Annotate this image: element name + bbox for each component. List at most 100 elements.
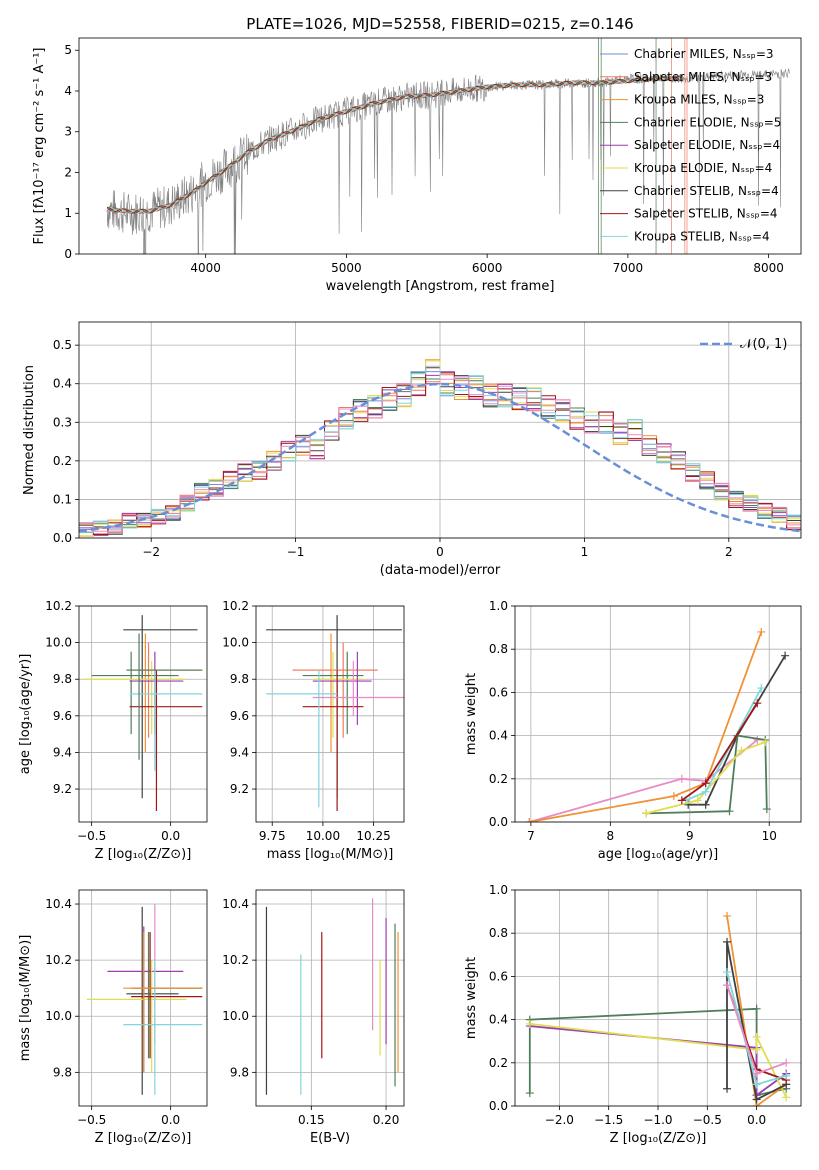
y-tick-label: 9.6 [53, 709, 72, 723]
weight-line [726, 941, 787, 1101]
y-tick-label: 9.8 [53, 1065, 72, 1079]
y-tick-label: 10.0 [45, 1009, 72, 1023]
panel-mass_vs_Z: −0.5 0.0 9.8 10.0 10.2 10.4 Z [log₁₀(Z/Z⊙)] mas… [18, 889, 208, 1146]
x-tick-label: −0.5 [77, 829, 106, 843]
y-tick-label: 10.0 [45, 636, 72, 650]
y-axis-label: mass weight [464, 673, 479, 755]
plot-area-age_vs_mass [266, 615, 404, 812]
legend-label: Kroupa MILES, Nₛₛₚ=3 [634, 93, 764, 107]
x-tick-label: −1.5 [594, 1113, 623, 1127]
x-axis-label: Z [log₁₀(Z/Z⊙)] [610, 1131, 707, 1146]
x-tick-label: 6000 [472, 261, 503, 275]
y-tick-label: 10.4 [222, 897, 249, 911]
weight-marker [693, 796, 702, 805]
y-tick-label: 0.0 [489, 815, 508, 829]
y-tick-label: 9.2 [230, 782, 249, 796]
weight-marker [761, 738, 770, 747]
weight-marker [669, 792, 678, 801]
histogram-step [79, 374, 801, 535]
y-tick-label: 10.2 [222, 953, 249, 967]
y-tick-label: 0.4 [489, 1013, 508, 1027]
gaussian-curve [79, 382, 801, 533]
y-tick-label: 0.4 [53, 377, 72, 391]
y-tick-label: 0.8 [489, 926, 508, 940]
y-axis-label: Normed distribution [22, 365, 37, 495]
weight-line [529, 631, 763, 822]
plot-area-mass_vs_Z [86, 904, 203, 1095]
y-tick-label: 5 [64, 43, 72, 57]
y-axis-label: Flux [fλ10⁻¹⁷ erg cm⁻² s⁻¹ A⁻¹] [32, 48, 47, 245]
weight-marker [752, 1095, 761, 1104]
y-tick-label: 1.0 [489, 883, 508, 897]
legend-label: Chabrier MILES, Nₛₛₚ=3 [634, 47, 774, 61]
x-tick-label: −0.5 [693, 1113, 722, 1127]
x-tick-label: 0.15 [298, 1113, 325, 1127]
plot-area-weight_vs_age [525, 627, 790, 822]
x-tick-label: 0.0 [747, 1113, 766, 1127]
weight-marker [723, 937, 732, 946]
y-tick-label: 4 [64, 84, 72, 98]
axes-frame [514, 889, 802, 1107]
x-tick-label: 4000 [190, 261, 221, 275]
model-line [106, 76, 684, 214]
y-tick-label: 10.0 [222, 1009, 249, 1023]
x-tick-label: 0.0 [161, 829, 180, 843]
spectrum-data-line [106, 68, 790, 254]
legend-label: Chabrier ELODIE, Nₛₛₚ=5 [634, 115, 781, 129]
weight-marker [782, 1071, 791, 1080]
y-tick-label: 10.4 [45, 897, 72, 911]
x-tick-label: 0.20 [373, 1113, 400, 1127]
weight-marker [753, 699, 762, 708]
figure-title: PLATE=1026, MJD=52558, FIBERID=0215, z=0… [246, 15, 633, 33]
weight-marker [723, 1084, 732, 1093]
y-axis-label: mass weight [464, 957, 479, 1039]
x-tick-label: −2 [142, 545, 160, 559]
y-tick-label: 0.0 [489, 1099, 508, 1113]
x-tick-label: 9 [686, 829, 694, 843]
weight-marker [782, 1093, 791, 1102]
y-tick-label: 9.2 [53, 782, 72, 796]
x-tick-label: 10.25 [356, 829, 390, 843]
model-line [106, 76, 684, 214]
x-tick-label: 10.00 [306, 829, 340, 843]
x-tick-label: 5000 [331, 261, 362, 275]
weight-marker [677, 774, 686, 783]
panel-age_vs_Z: −0.5 0.0 9.2 9.4 9.6 9.8 10.0 10.2 Z [log₁₀(Z/Z⊙… [18, 599, 208, 862]
plot-area-spectrum [106, 38, 790, 254]
histogram-step [79, 372, 801, 534]
weight-marker [762, 805, 771, 814]
y-tick-label: 0.6 [489, 969, 508, 983]
y-tick-label: 0.4 [489, 729, 508, 743]
weight-marker [701, 787, 710, 796]
x-tick-label: −0.5 [77, 1113, 106, 1127]
panel-weight_vs_Z: −2.0 −1.5 −1.0 −0.5 0.0 0.0 0.2 0.4 0.6 0.8 1.0 Z [… [464, 883, 802, 1146]
x-tick-label: 7000 [613, 261, 644, 275]
y-tick-label: 0.2 [489, 1056, 508, 1070]
y-tick-label: 9.4 [53, 745, 72, 759]
y-tick-label: 10.2 [45, 953, 72, 967]
histogram-step [79, 376, 801, 536]
y-tick-label: 0.1 [53, 492, 72, 506]
y-tick-label: 9.6 [230, 709, 249, 723]
weight-marker [723, 968, 732, 977]
y-tick-label: 1 [64, 206, 72, 220]
legend-label: Salpeter STELIB, Nₛₛₚ=4 [634, 207, 778, 221]
y-tick-label: 9.8 [230, 672, 249, 686]
weight-marker [752, 1069, 761, 1078]
legend-label: Salpeter ELODIE, Nₛₛₚ=4 [634, 138, 780, 152]
weight-marker [752, 1080, 761, 1089]
legend-label: 𝒩(0, 1) [740, 337, 787, 352]
weight-marker [525, 1019, 534, 1028]
weight-marker [752, 1045, 761, 1054]
y-tick-label: 0.5 [53, 338, 72, 352]
x-axis-label: mass [log₁₀(M/M⊙)] [267, 847, 394, 862]
plot-area-age_vs_Z [83, 615, 203, 812]
weight-marker [725, 807, 734, 816]
panel-spectrum: 4000 5000 6000 7000 8000 0 1 2 3 4 5 wavelength [An… [32, 37, 802, 294]
y-tick-label: 9.8 [53, 672, 72, 686]
y-tick-label: 10.0 [222, 636, 249, 650]
axes-frame [78, 889, 208, 1107]
x-axis-label: (data-model)/error [380, 563, 501, 578]
legend-label: Kroupa ELODIE, Nₛₛₚ=4 [634, 161, 772, 175]
panel-weight_vs_age: 7 8 9 10 0.0 0.2 0.4 0.6 0.8 1.0 age [log₁₀(age/yr… [464, 599, 802, 862]
